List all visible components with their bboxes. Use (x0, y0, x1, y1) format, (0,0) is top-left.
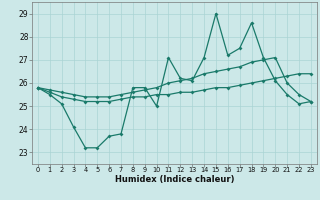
X-axis label: Humidex (Indice chaleur): Humidex (Indice chaleur) (115, 175, 234, 184)
